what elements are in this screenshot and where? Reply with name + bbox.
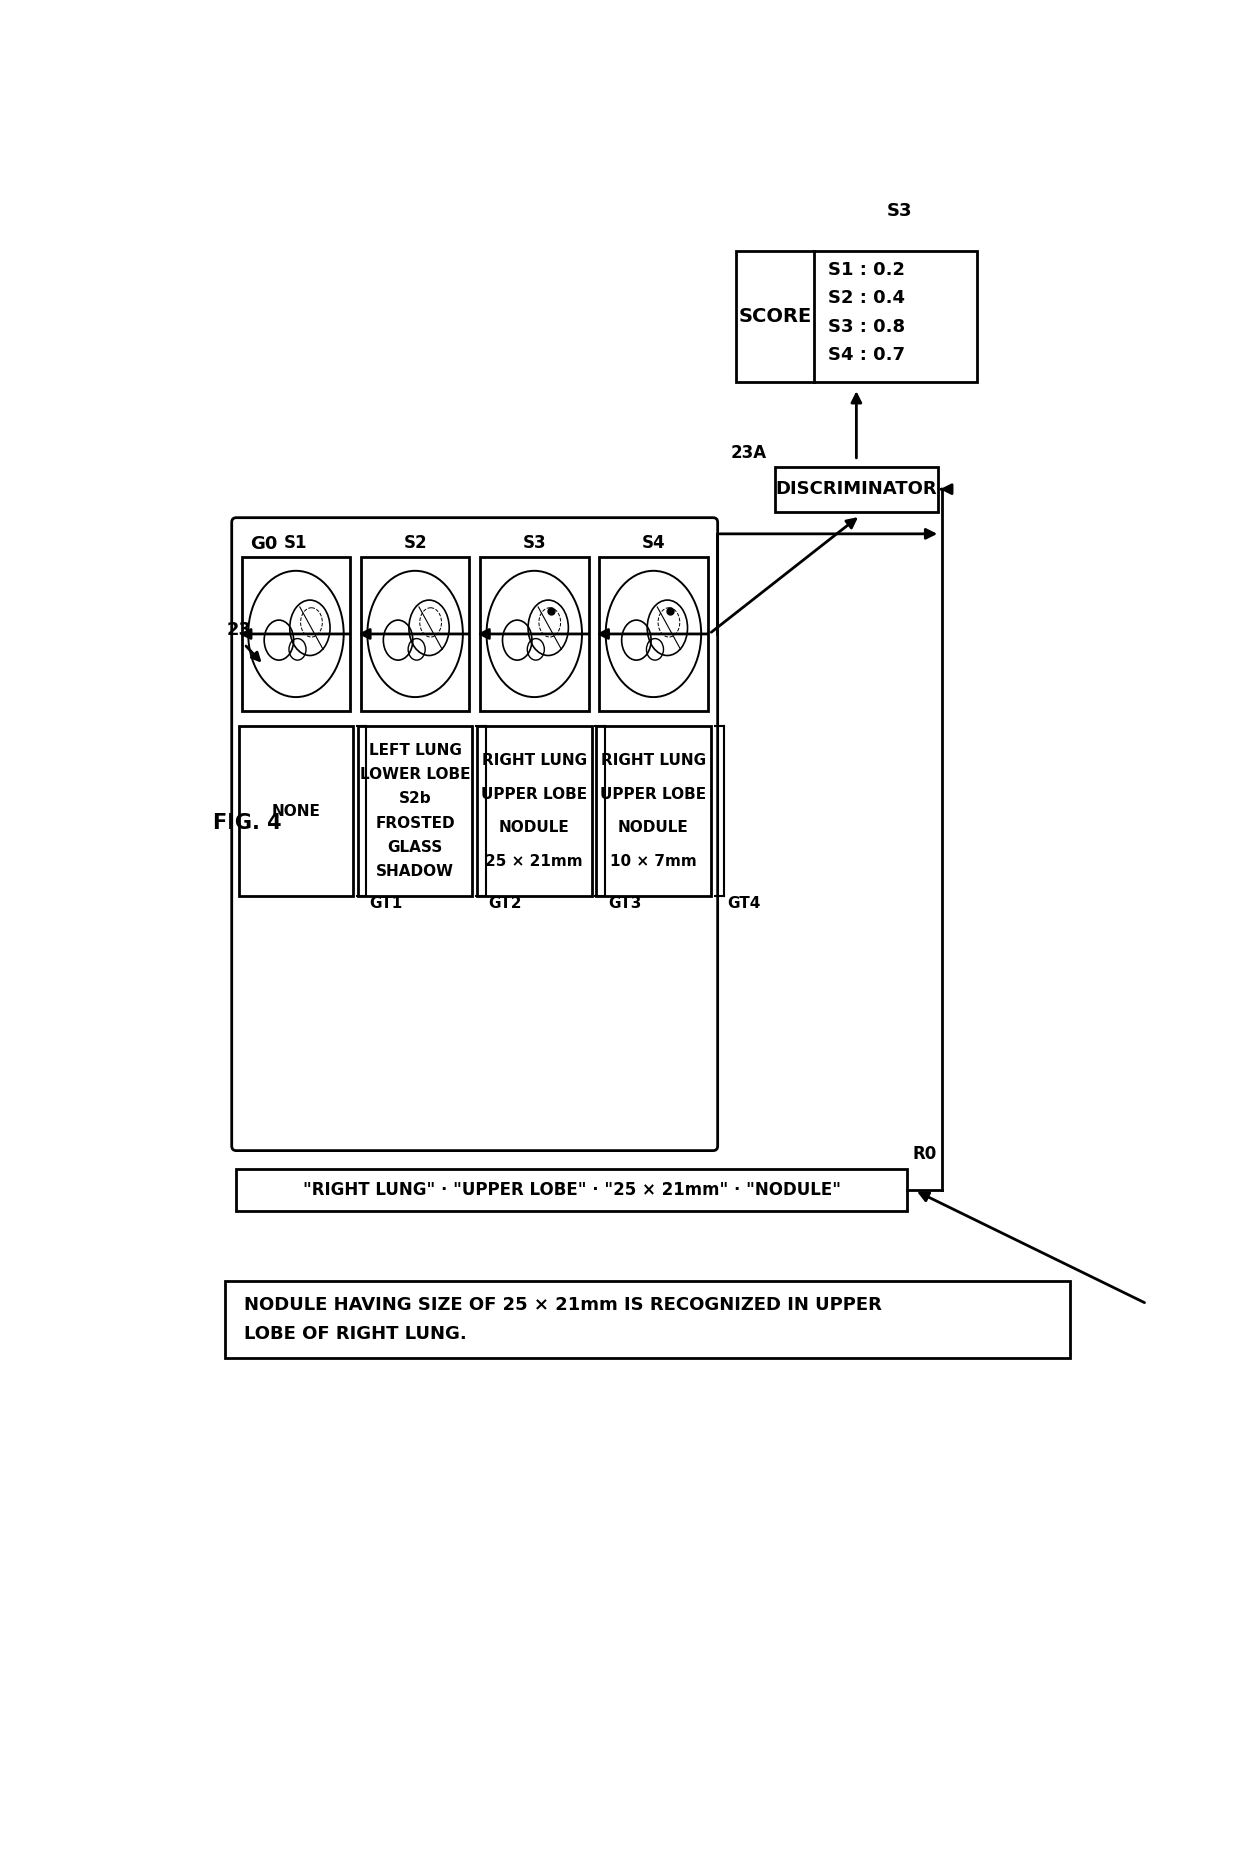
Text: RIGHT LUNG: RIGHT LUNG	[481, 753, 587, 768]
FancyBboxPatch shape	[232, 518, 718, 1151]
Text: GLASS: GLASS	[387, 840, 443, 855]
Text: S4: S4	[641, 535, 665, 551]
Text: NODULE: NODULE	[498, 821, 569, 836]
Bar	[477, 727, 591, 895]
Text: DISCRIMINATOR: DISCRIMINATOR	[775, 481, 937, 498]
Text: 23A: 23A	[732, 444, 768, 462]
Bar	[224, 1280, 1069, 1358]
Text: NODULE HAVING SIZE OF 25 × 21mm IS RECOGNIZED IN UPPER
LOBE OF RIGHT LUNG.: NODULE HAVING SIZE OF 25 × 21mm IS RECOG…	[244, 1295, 882, 1343]
Text: FIG. 4: FIG. 4	[213, 812, 281, 832]
Text: 23: 23	[226, 622, 252, 638]
Text: 10 × 7mm: 10 × 7mm	[610, 855, 697, 870]
Text: S3: S3	[522, 535, 546, 551]
Text: G0: G0	[250, 535, 278, 553]
Text: GT2: GT2	[489, 895, 522, 910]
Text: FROSTED: FROSTED	[376, 816, 455, 831]
Text: S3: S3	[887, 202, 911, 220]
Bar	[480, 557, 589, 710]
Text: SHADOW: SHADOW	[376, 864, 454, 879]
Text: 25 × 21mm: 25 × 21mm	[485, 855, 583, 870]
Text: S2 : 0.4: S2 : 0.4	[828, 289, 905, 307]
Text: LEFT LUNG: LEFT LUNG	[368, 744, 461, 758]
Text: UPPER LOBE: UPPER LOBE	[600, 786, 707, 801]
Text: GT4: GT4	[727, 895, 760, 910]
Text: GT1: GT1	[370, 895, 403, 910]
Text: S2: S2	[403, 535, 427, 551]
Bar	[361, 557, 470, 710]
Text: UPPER LOBE: UPPER LOBE	[481, 786, 588, 801]
Bar	[737, 252, 977, 383]
Bar	[775, 466, 937, 511]
Bar	[596, 727, 711, 895]
Bar	[238, 727, 353, 895]
Text: S1 : 0.2: S1 : 0.2	[828, 261, 905, 279]
Bar	[242, 557, 350, 710]
Bar	[358, 727, 472, 895]
Text: NONE: NONE	[272, 803, 320, 818]
Bar	[237, 1169, 906, 1212]
Text: NODULE: NODULE	[618, 821, 688, 836]
Text: LOWER LOBE: LOWER LOBE	[360, 768, 470, 783]
Text: S1: S1	[284, 535, 308, 551]
Bar	[599, 557, 708, 710]
Text: GT3: GT3	[608, 895, 641, 910]
Text: S3 : 0.8: S3 : 0.8	[828, 318, 905, 335]
Text: S2b: S2b	[399, 792, 432, 807]
Text: R0: R0	[913, 1145, 937, 1164]
Text: SCORE: SCORE	[738, 307, 812, 326]
Text: "RIGHT LUNG" · "UPPER LOBE" · "25 × 21mm" · "NODULE": "RIGHT LUNG" · "UPPER LOBE" · "25 × 21mm…	[303, 1182, 841, 1199]
Text: S4 : 0.7: S4 : 0.7	[828, 346, 905, 364]
Text: RIGHT LUNG: RIGHT LUNG	[601, 753, 706, 768]
